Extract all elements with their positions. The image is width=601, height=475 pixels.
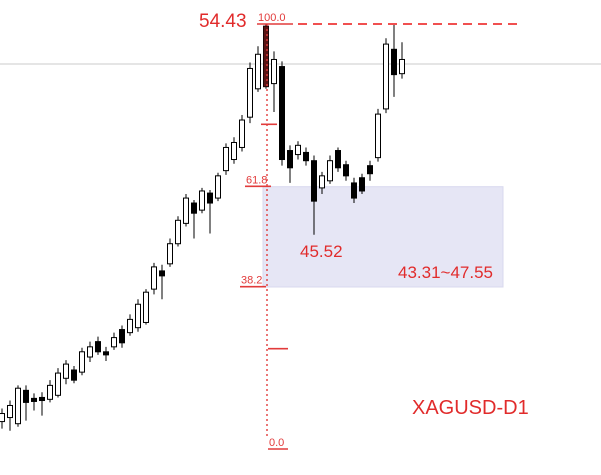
candle-body bbox=[199, 190, 205, 211]
candle-body bbox=[247, 67, 253, 118]
candle-body bbox=[223, 146, 229, 172]
candle-body bbox=[287, 150, 293, 169]
swing-high-price-label: 54.43 bbox=[199, 11, 247, 32]
candle-body bbox=[215, 175, 221, 199]
candle-body bbox=[47, 384, 53, 400]
candle-body bbox=[279, 66, 285, 161]
candle-body bbox=[23, 389, 29, 403]
candle-body bbox=[295, 144, 301, 156]
fib-level-label: 0.0 bbox=[269, 437, 284, 449]
candle-body bbox=[351, 182, 357, 199]
candle-body bbox=[151, 266, 157, 290]
candle-body bbox=[55, 372, 61, 396]
fib-level-label: 100.0 bbox=[258, 12, 286, 24]
fib-zone-box bbox=[262, 186, 504, 288]
candle-body bbox=[175, 219, 181, 245]
candle-body bbox=[95, 341, 101, 353]
candle-body bbox=[7, 404, 13, 419]
candle-body bbox=[367, 165, 373, 175]
candle-body bbox=[103, 351, 109, 356]
candle-body bbox=[399, 58, 405, 75]
candle-body bbox=[167, 243, 173, 265]
candle-body bbox=[263, 25, 269, 88]
candle-body bbox=[119, 329, 125, 344]
candle-body bbox=[183, 197, 189, 224]
candle-body bbox=[255, 53, 261, 90]
candle-body bbox=[335, 150, 341, 169]
candle-body bbox=[135, 303, 141, 329]
fib-level-label: 38.2 bbox=[241, 275, 262, 287]
symbol-timeframe-label: XAGUSD-D1 bbox=[412, 397, 529, 419]
candle-body bbox=[15, 387, 21, 425]
candle-body bbox=[303, 151, 309, 162]
candle-body bbox=[159, 270, 165, 277]
fib-level-label: 61.8 bbox=[246, 174, 267, 186]
candle-body bbox=[207, 192, 213, 204]
candle-body bbox=[71, 369, 77, 381]
candle-body bbox=[111, 337, 117, 348]
candle-body bbox=[143, 291, 149, 323]
candle-body bbox=[375, 113, 381, 159]
candle-body bbox=[343, 164, 349, 177]
candle-body bbox=[191, 202, 197, 214]
candle-body bbox=[87, 346, 93, 358]
candle-body bbox=[79, 351, 85, 373]
candle-body bbox=[63, 363, 69, 379]
candle-body bbox=[319, 175, 325, 189]
fib-zone-range-label: 43.31~47.55 bbox=[398, 263, 494, 282]
candle-body bbox=[231, 141, 237, 161]
candle-body bbox=[0, 413, 5, 423]
candle-body bbox=[383, 43, 389, 110]
candle-body bbox=[391, 48, 397, 76]
candle-body bbox=[271, 58, 277, 85]
candle-body bbox=[239, 119, 245, 148]
pullback-low-price-label: 45.52 bbox=[300, 242, 343, 261]
candle-body bbox=[31, 397, 37, 402]
candle-body bbox=[39, 396, 45, 402]
candle-body bbox=[127, 318, 133, 334]
candle-body bbox=[311, 160, 317, 202]
candle-body bbox=[327, 160, 333, 182]
candle-body bbox=[359, 177, 365, 192]
